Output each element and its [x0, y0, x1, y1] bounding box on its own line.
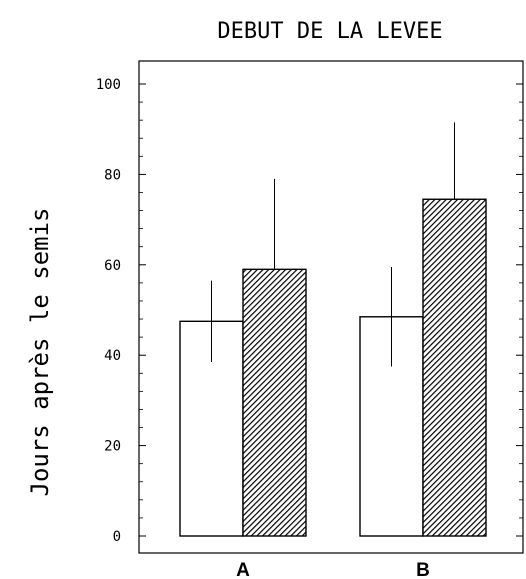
bars: [179, 122, 487, 537]
plot-frame: [138, 60, 524, 554]
y-tick-label: 80: [104, 167, 121, 183]
y-tick-label: 20: [104, 439, 121, 455]
y-tick-label: 100: [96, 77, 121, 93]
x-category-label: B: [416, 560, 430, 579]
chart-title: DEBUT DE LA LEVEE: [217, 19, 442, 44]
x-category-label: A: [236, 560, 250, 579]
y-tick-label: 40: [104, 348, 121, 364]
y-axis: 0 20 40 60 80 100: [96, 77, 523, 545]
bar-b-series-2: [422, 198, 487, 537]
y-axis-label: Jours après le semis: [26, 208, 54, 497]
bar-a-series-2: [242, 268, 307, 537]
bar-b-series-1: [359, 316, 424, 537]
y-tick-label: 60: [104, 258, 121, 274]
y-tick-label: 0: [113, 529, 121, 545]
